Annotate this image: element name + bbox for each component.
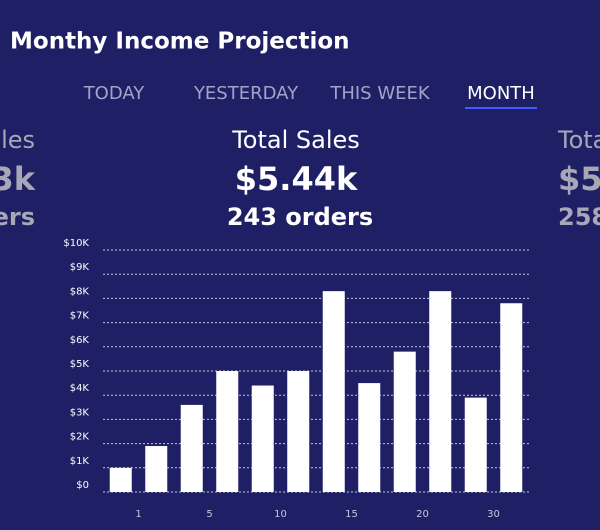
y-tick-label: $1K [70,456,90,467]
tab[interactable]: YESTERDAY [193,83,299,104]
y-tick-label: $4K [70,383,90,394]
bar [287,371,310,492]
x-tick-label: 20 [416,509,429,520]
card-orders: ders [0,203,35,231]
x-tick-label: 15 [345,509,358,520]
page-title: Monthy Income Projection [10,29,350,55]
bar [464,397,487,492]
bar [109,467,132,492]
y-tick-label: $7K [70,311,90,322]
x-tick-label: 5 [206,509,212,520]
x-tick-label: 1 [135,509,141,520]
card-orders: 258 [558,203,600,231]
y-tick-label: $9K [70,262,90,273]
tab[interactable]: THIS WEEK [329,83,431,104]
tab[interactable]: MONTH [467,83,535,104]
y-tick-label: $0 [76,480,89,491]
card-title: Total Sales [231,126,360,154]
card-amount: $5 [558,160,600,198]
y-tick-label: $3K [70,407,90,418]
bar [251,385,274,492]
card-amount: $5.44k [235,160,358,198]
bar [322,291,345,492]
bar [393,351,416,492]
tab-indicator [465,107,537,109]
x-tick-label: 30 [487,509,500,520]
bar [429,291,452,492]
y-tick-label: $2K [70,432,90,443]
tab[interactable]: TODAY [83,83,146,104]
card-title: Tota [557,126,600,154]
y-tick-label: $6K [70,335,90,346]
card-amount: 3k [0,160,36,198]
bar [216,371,239,492]
bar [145,446,168,492]
y-tick-label: $8K [70,286,90,297]
y-tick-label: $5K [70,359,90,370]
bar [180,404,203,492]
y-tick-label: $10K [63,238,89,249]
bar [358,383,381,492]
x-tick-label: 10 [274,509,287,520]
bar [500,303,523,492]
card-orders: 243 orders [227,203,373,231]
card-title: les [1,126,35,154]
